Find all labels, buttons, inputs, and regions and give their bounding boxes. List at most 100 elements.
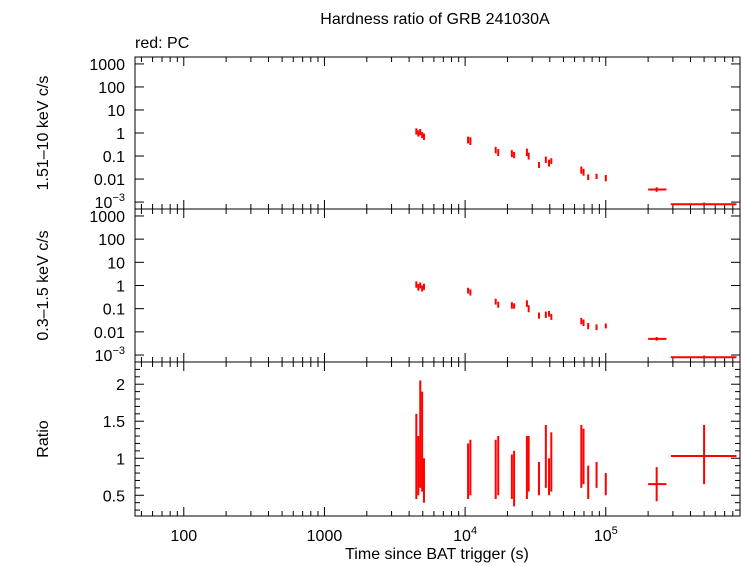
data-point [417,436,420,496]
data-point [415,413,418,499]
data-point [582,168,585,176]
y-tick-label: 2 [116,377,125,394]
chart-subtitle: red: PC [135,35,189,52]
data-point [595,173,598,180]
panel-frame [134,361,741,517]
data-point [604,473,607,496]
chart-title: Hardness ratio of GRB 241030A [320,11,550,28]
y-tick-label: 0.1 [103,302,125,319]
data-point [422,133,425,140]
data-point [422,283,425,290]
panel-soft: 1000 100 10 1 0.1 0.01 10−3 0.3–1.5 keV c/s [35,208,741,365]
x-tick-label: 100 [170,528,197,545]
data-point [494,298,497,305]
y-tick-label: 0.5 [103,488,125,505]
data-point [604,323,607,329]
data-point [417,130,420,137]
data-point [510,302,513,309]
data-point [582,319,585,326]
data-point [527,152,530,160]
data-point [497,301,500,308]
y-tick-label: 0.01 [94,325,125,342]
data-point [494,439,497,499]
data-point [595,324,598,331]
data-point [580,424,583,488]
y-tick-label: 1.5 [103,414,125,431]
data-point [550,313,553,320]
y-tick-label: 0.01 [94,172,125,189]
data-point [419,380,422,488]
data-point [548,310,551,317]
y-tick-label: 1 [116,279,125,296]
data-point [497,149,500,157]
data-point [595,461,598,488]
y-axis-label-ratio: Ratio [35,420,52,457]
data-point [587,323,590,330]
data-point [548,458,551,496]
data-point [422,458,425,503]
data-point [421,391,424,492]
y-axis-label-soft: 0.3–1.5 keV c/s [35,230,52,340]
y-tick-label: 0.1 [103,149,125,166]
data-point [544,424,547,488]
panel-ratio: 2 1.5 1 0.5 Ratio [35,361,741,517]
data-point [513,450,516,507]
x-tick-label: 104 [453,525,477,545]
data-point [604,174,607,182]
data-point [419,128,422,136]
data-point [670,355,737,359]
y-tick-label: 100 [98,80,125,97]
panel-frame [134,56,741,210]
y-tick-label: 10 [107,103,125,120]
data-point [467,136,470,144]
x-tick-label: 1000 [307,528,343,545]
data-point [494,146,497,154]
data-point [417,284,420,291]
data-point [510,454,513,499]
data-point [525,436,528,499]
data-point [587,465,590,499]
y-tick-label: 1000 [89,57,125,74]
x-tick-label: 105 [594,525,618,545]
data-point [525,300,528,307]
y-tick-label: 1000 [89,209,125,226]
data-point [544,311,547,318]
data-point [648,467,667,502]
data-point [580,317,583,325]
data-point [513,303,516,309]
data-point [544,156,547,163]
data-point [670,424,737,485]
data-point [510,150,513,158]
data-point [670,202,737,206]
y-tick-label: 10−3 [95,345,125,365]
y-tick-label: 100 [98,232,125,249]
data-point [550,158,553,165]
data-point [525,148,528,157]
data-point [469,289,472,296]
data-point [537,162,540,169]
x-axis-label: Time since BAT trigger (s) [345,546,529,563]
data-point [648,187,667,192]
data-point [513,151,516,159]
data-point [467,287,470,294]
data-point [469,137,472,146]
data-point [582,428,585,485]
data-point [587,174,590,181]
data-point [537,461,540,496]
data-point [527,436,530,492]
data-point [421,285,424,292]
data-point [548,159,551,167]
y-tick-label: 1 [116,126,125,143]
data-point [415,281,418,288]
y-tick-label: 1 [116,451,125,468]
data-point [537,312,540,319]
data-point [580,166,583,174]
data-point [421,132,424,139]
data-point [467,443,470,499]
data-point [497,436,500,496]
data-point [469,439,472,496]
data-point [648,336,667,341]
